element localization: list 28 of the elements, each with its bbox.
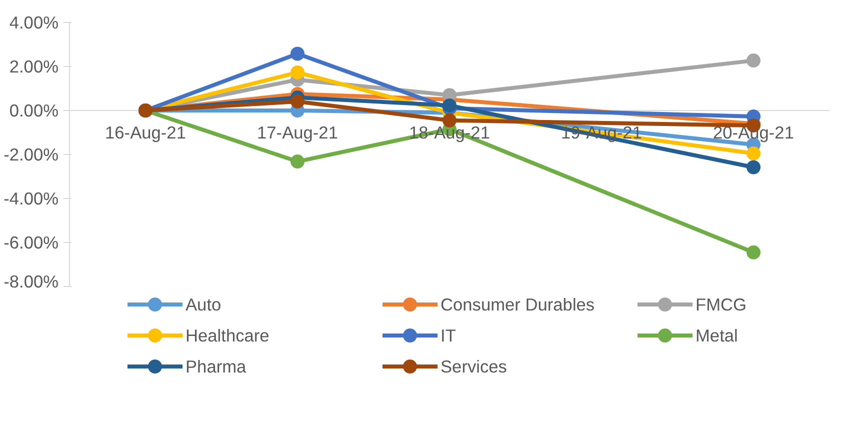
point: [290, 94, 304, 108]
legend-label: Pharma: [186, 356, 247, 376]
y-tick-label: -4.00%: [4, 188, 59, 208]
y-tick-label: -6.00%: [4, 232, 59, 252]
point: [746, 160, 760, 174]
legend-label: Metal: [696, 326, 738, 346]
x-tick-label: 19-Aug-21: [561, 122, 642, 142]
legend-label: Services: [440, 356, 508, 376]
x-tick-label: 16-Aug-21: [105, 122, 186, 142]
legend-label: Consumer Durables: [440, 294, 595, 314]
y-tick-label: 0.00%: [9, 100, 59, 120]
y-tick-label: -2.00%: [4, 144, 59, 164]
point: [290, 154, 304, 169]
point: [290, 46, 304, 61]
legend-label: IT: [440, 326, 456, 346]
x-tick-label: 20-Aug-21: [713, 122, 794, 142]
point: [746, 245, 760, 260]
legend-label: Auto: [186, 294, 222, 314]
legend-label: Healthcare: [186, 326, 270, 346]
point: [290, 65, 304, 80]
point: [746, 54, 760, 68]
point: [746, 146, 760, 160]
y-tick-label: 4.00%: [9, 12, 59, 32]
legend-label: FMCG: [696, 294, 747, 314]
point: [442, 98, 456, 112]
y-tick-label: 2.00%: [9, 56, 59, 76]
y-tick-label: -8.00%: [4, 272, 59, 292]
x-tick-label: 17-Aug-21: [257, 122, 338, 142]
